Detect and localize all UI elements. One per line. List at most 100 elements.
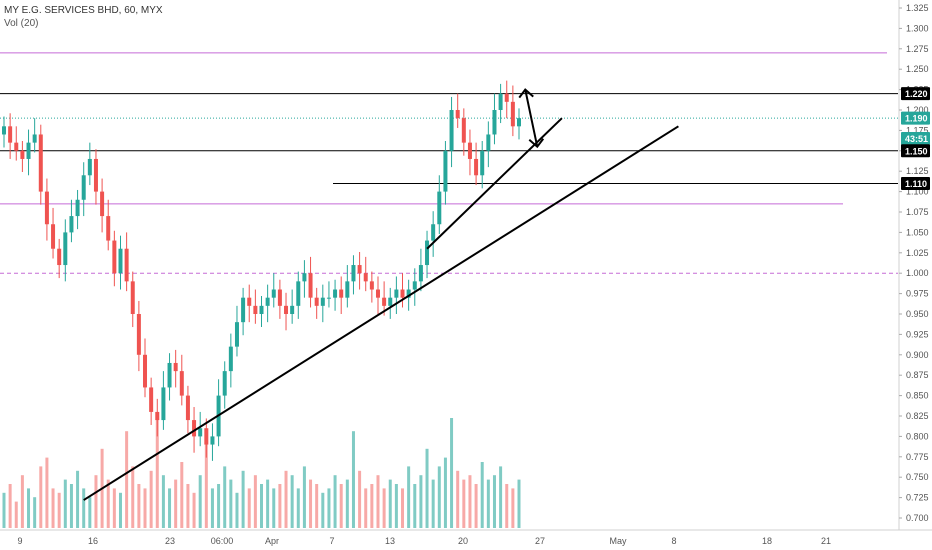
volume-bar [413,484,417,528]
volume-bar [217,484,221,528]
volume-bar [82,488,86,528]
price-badge-label: 1.190 [905,114,928,124]
volume-bar [431,479,435,528]
candle-body [474,158,479,176]
volume-bar [204,431,208,528]
candle-body [198,428,203,437]
volume-bar [351,431,355,528]
volume-bar [462,479,466,528]
candle-body [124,248,129,282]
volume-bar [419,475,423,528]
volume-bar [186,484,190,528]
candle-body [345,281,350,298]
time-tick-label: 8 [671,536,676,546]
volume-bar [517,479,521,528]
price-tick-label: 1.100 [906,187,929,197]
volume-bar [309,479,313,528]
volume-bar [45,457,49,528]
volume-bar [88,497,92,528]
volume-bar [247,488,251,528]
volume-bar [131,466,135,528]
volume-bar [370,484,374,528]
candle-body [14,142,19,151]
candle-body [51,224,56,249]
candle-body [339,289,344,298]
volume-indicator-label[interactable]: Vol (20) [4,18,39,29]
trendline-drawings [83,88,679,501]
candle-body [2,126,6,135]
time-axis: 9 16 23 06:00 Apr 7 13 20 27 May 8 18 21 [17,536,831,546]
volume-bar [339,484,343,528]
candle-body [87,158,92,176]
candle-body [253,305,258,314]
candle-body [69,216,74,233]
candle-body [106,216,111,241]
candle-body [449,110,454,151]
volume-bar [296,488,300,528]
candle-body [247,297,252,306]
candle-body [57,248,62,266]
trendline [426,117,563,250]
time-tick-label: May [609,536,627,546]
volume-bar [76,470,80,528]
candle-body [161,387,166,421]
volume-bar [51,488,55,528]
time-tick-label: Apr [265,536,279,546]
volume-bar [69,484,73,528]
candle-body [265,297,270,306]
candle-body [277,289,282,306]
price-badge [901,111,930,125]
volume-bar [260,484,263,528]
chart-title: MY E.G. SERVICES BHD, 60, MYX [4,5,163,16]
candle-body [179,371,184,396]
candle-body [314,297,319,306]
price-badge [901,176,930,190]
volume-bar [511,488,515,528]
price-tick-label: 1.175 [906,125,929,135]
time-tick-label: 20 [458,536,468,546]
candle-body [32,134,37,143]
price-tick-label: 1.200 [906,105,929,115]
candle-body [333,289,338,298]
volume-bar [505,484,509,528]
volume-bar [143,488,147,528]
volume-bar [394,484,398,528]
price-tick-label: 0.725 [906,493,929,503]
volume-bar [272,488,276,528]
volume-bar [149,470,153,528]
volume-bar [480,462,484,528]
candle-body [8,126,13,143]
price-tick-label: 0.825 [906,411,929,421]
volume-bar [266,479,270,528]
price-tick-label: 0.950 [906,309,929,319]
candle-body [271,289,276,298]
volume-bar [499,466,503,528]
volume-bar [168,488,172,528]
volume-bar [161,475,165,528]
candle-body [394,289,399,298]
volume-bar [425,448,429,528]
volume-bar [63,479,67,528]
candle-body [296,281,301,306]
volume-bar [57,492,61,528]
candle-body [369,281,374,290]
candle-body [308,273,313,298]
volume-bar [174,479,178,528]
price-tick-label: 1.125 [906,166,929,176]
candle-body [259,305,264,314]
volume-bar [8,484,12,528]
candle-body [130,281,135,314]
candle-body [461,118,466,143]
volume-bar [401,488,405,528]
price-tick-label: 1.250 [906,64,929,74]
volume-bar [468,475,472,528]
price-tick-label: 0.800 [906,431,929,441]
volume-bar [210,488,214,528]
candle-body [93,158,98,192]
double-arrow-shaft [524,89,539,147]
candle-body [38,134,43,192]
volume-bar [2,492,6,528]
candle-body [517,118,521,127]
